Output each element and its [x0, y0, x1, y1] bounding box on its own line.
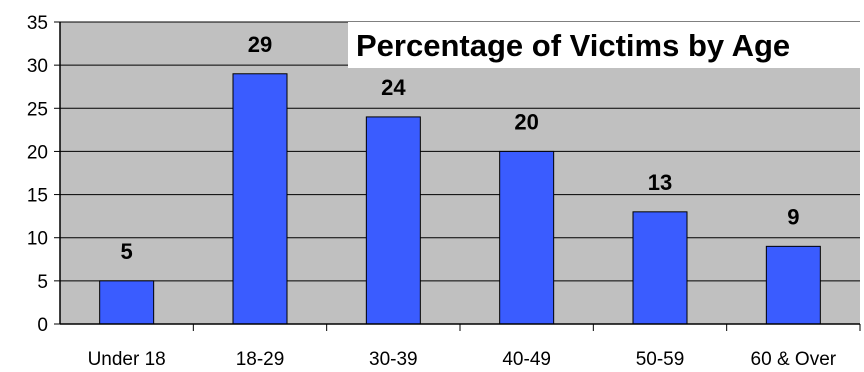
y-tick-label: 15	[27, 186, 48, 207]
x-tick-label: Under 18	[88, 349, 166, 370]
bars	[99, 73, 821, 325]
data-labels: 5 29 24 20 13 9	[121, 32, 800, 264]
y-tick-label: 5	[37, 272, 48, 293]
y-tick-label: 20	[27, 142, 48, 163]
y-tick-label: 10	[27, 229, 48, 250]
y-tick-label: 30	[27, 56, 48, 77]
data-label: 29	[248, 32, 272, 57]
plot-area	[60, 22, 860, 324]
data-label: 13	[648, 170, 672, 195]
y-tick-label: 25	[27, 99, 48, 120]
x-tick-label: 30-39	[369, 349, 418, 370]
bar	[365, 116, 421, 325]
bar	[499, 150, 555, 325]
y-tick-label: 0	[37, 315, 48, 336]
data-label: 9	[787, 204, 799, 229]
bar	[99, 280, 155, 325]
x-tick-label: 60 & Over	[751, 349, 837, 370]
x-tick-label: 40-49	[502, 349, 551, 370]
bar	[232, 73, 288, 325]
bar	[765, 245, 821, 325]
axes: 0 5 10 15 20 25 30 35 Under 18 18-29 30-39 40-49 50-…	[27, 13, 861, 370]
bar	[632, 211, 688, 325]
y-tick-label: 35	[27, 13, 48, 34]
data-label: 24	[381, 75, 406, 100]
chart-title: Percentage of Victims by Age	[356, 28, 790, 63]
x-tick-label: 18-29	[236, 349, 285, 370]
data-label: 20	[514, 109, 538, 134]
title-box	[348, 22, 860, 68]
data-label: 5	[121, 239, 133, 264]
x-tick-label: 50-59	[636, 349, 685, 370]
